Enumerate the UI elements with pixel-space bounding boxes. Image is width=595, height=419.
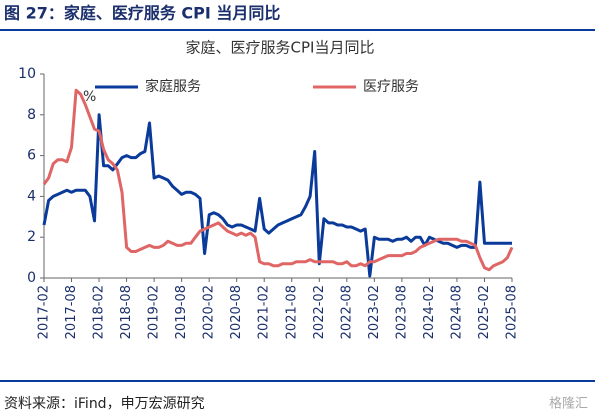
source: 资料来源：iFind，申万宏源研究 bbox=[4, 396, 205, 412]
x-tick-label: 2023-02 bbox=[367, 285, 382, 339]
annotation: % bbox=[83, 89, 96, 105]
figure-header: 图 27：家庭、医疗服务 CPI 当月同比 bbox=[4, 4, 280, 23]
legend-label: 家庭服务 bbox=[145, 78, 201, 95]
x-tick-label: 2017-02 bbox=[37, 285, 52, 339]
x-tick-label: 2021-02 bbox=[257, 285, 272, 339]
x-tick-label: 2018-02 bbox=[92, 285, 107, 339]
y-tick-label: 0 bbox=[27, 270, 36, 286]
y-tick-label: 10 bbox=[18, 66, 36, 82]
series-line bbox=[42, 88, 514, 272]
x-tick-label: 2022-02 bbox=[312, 285, 327, 339]
series-line bbox=[42, 113, 512, 278]
x-tick-label: 2022-08 bbox=[339, 285, 354, 339]
x-tick-label: 2017-08 bbox=[64, 285, 79, 339]
x-tick-label: 2019-02 bbox=[147, 285, 162, 339]
watermark: 格隆汇 bbox=[549, 396, 588, 412]
y-tick-label: 2 bbox=[27, 229, 36, 245]
y-tick-label: 6 bbox=[27, 148, 36, 164]
x-tick-label: 2024-08 bbox=[449, 285, 464, 339]
x-tick-label: 2020-02 bbox=[202, 285, 217, 339]
x-tick-label: 2025-02 bbox=[477, 285, 492, 339]
x-tick-label: 2025-08 bbox=[505, 285, 520, 339]
x-tick-label: 2024-02 bbox=[422, 285, 437, 339]
y-tick-label: 8 bbox=[27, 107, 36, 123]
y-tick-label: 4 bbox=[27, 188, 36, 204]
x-tick-label: 2018-08 bbox=[119, 285, 134, 339]
x-tick-label: 2023-08 bbox=[394, 285, 409, 339]
legend-label: 医疗服务 bbox=[363, 79, 419, 95]
x-tick-label: 2020-08 bbox=[229, 285, 244, 339]
x-tick-label: 2019-08 bbox=[174, 285, 189, 339]
x-tick-label: 2021-08 bbox=[284, 285, 299, 339]
chart-title: 家庭、医疗服务CPI当月同比 bbox=[186, 39, 375, 57]
